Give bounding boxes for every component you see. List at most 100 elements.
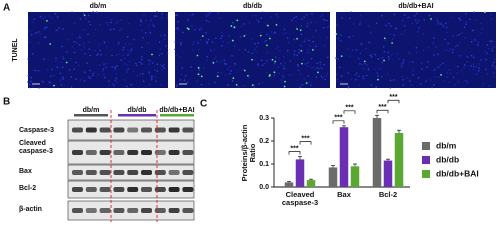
legend-label: db/db+BAI: [436, 168, 479, 178]
nucleus: [94, 49, 96, 52]
nucleus: [248, 76, 251, 79]
nucleus: [116, 20, 119, 23]
nucleus: [460, 19, 462, 21]
nucleus: [206, 56, 208, 58]
blot-band: [154, 208, 166, 213]
tunel-positive: [377, 78, 379, 81]
nucleus: [454, 45, 457, 48]
blot-row-label: β-actin: [19, 206, 42, 213]
group-bar: [160, 114, 194, 117]
significance-label: ***: [290, 145, 298, 152]
nucleus: [75, 78, 77, 80]
tunel-positive: [275, 24, 278, 26]
tunel-positive: [266, 44, 268, 47]
nucleus: [103, 76, 106, 79]
nucleus: [68, 68, 71, 71]
nucleus: [49, 81, 51, 84]
nucleus: [357, 75, 360, 78]
nucleus: [116, 65, 118, 67]
nucleus: [140, 63, 143, 65]
nucleus: [241, 69, 244, 71]
nucleus: [300, 33, 303, 36]
nucleus: [253, 84, 255, 87]
nucleus: [369, 54, 372, 56]
nucleus: [481, 27, 484, 30]
nucleus: [115, 22, 118, 24]
nucleus: [156, 63, 159, 66]
nucleus: [375, 22, 378, 25]
nucleus: [367, 25, 370, 27]
nucleus: [196, 80, 199, 82]
nucleus: [377, 58, 380, 60]
nucleus: [486, 44, 489, 46]
significance-label: ***: [378, 104, 386, 111]
nucleus: [146, 42, 149, 44]
nucleus: [213, 57, 216, 60]
nucleus: [65, 50, 68, 53]
nucleus: [228, 35, 230, 37]
nucleus: [433, 69, 436, 71]
nucleus: [429, 79, 431, 81]
tunel-positive: [243, 69, 246, 72]
nucleus: [309, 44, 311, 47]
nucleus: [106, 62, 108, 65]
nucleus: [476, 43, 479, 46]
nucleus: [98, 43, 101, 45]
nucleus: [155, 15, 158, 18]
nucleus: [440, 23, 443, 25]
nucleus: [191, 49, 194, 51]
nucleus: [166, 52, 169, 54]
blot-row-label: Bax: [19, 168, 32, 175]
nucleus: [266, 59, 268, 62]
nucleus: [143, 14, 145, 17]
nucleus: [412, 61, 414, 63]
nucleus: [208, 12, 211, 14]
nucleus: [433, 84, 435, 86]
nucleus: [31, 53, 34, 55]
nucleus: [277, 45, 279, 48]
tunel-positive: [259, 34, 262, 37]
tunel-positive: [284, 80, 286, 83]
blot-band: [168, 150, 180, 155]
nucleus: [362, 75, 365, 78]
nucleus: [312, 40, 315, 43]
nucleus: [472, 68, 475, 71]
nucleus: [312, 66, 314, 69]
blot-band: [141, 127, 152, 133]
nucleus: [33, 69, 36, 72]
nucleus: [226, 68, 229, 70]
blot-band: [85, 170, 97, 175]
tunel-positive: [483, 11, 486, 14]
nucleus: [316, 66, 318, 69]
tunel-positive: [200, 75, 203, 78]
nucleus: [470, 54, 473, 57]
nucleus: [257, 63, 259, 65]
nucleus: [277, 66, 280, 68]
nucleus: [206, 59, 208, 62]
bar: [328, 167, 338, 187]
nucleus: [165, 45, 167, 47]
tunel-positive: [251, 58, 253, 61]
nucleus: [148, 83, 151, 86]
nucleus: [348, 36, 351, 38]
nucleus: [402, 61, 405, 64]
tunel-positive: [440, 73, 442, 76]
nucleus: [160, 52, 163, 55]
tunel-positive: [267, 24, 269, 27]
nucleus: [341, 17, 344, 19]
nucleus: [315, 45, 317, 48]
nucleus: [103, 40, 106, 43]
nucleus: [60, 84, 63, 86]
nucleus: [473, 65, 475, 68]
nucleus: [445, 22, 447, 25]
nucleus: [408, 61, 411, 64]
nucleus: [183, 79, 186, 82]
nucleus: [175, 27, 177, 30]
nucleus: [87, 14, 90, 17]
nucleus: [266, 33, 268, 36]
nucleus: [160, 83, 162, 86]
nucleus: [55, 57, 57, 59]
nucleus: [158, 54, 161, 57]
nucleus: [458, 19, 461, 22]
